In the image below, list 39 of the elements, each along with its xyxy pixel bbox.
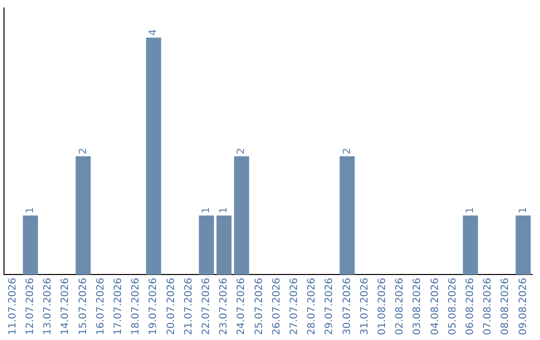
x-tick-label: 16.07.2026 bbox=[95, 278, 106, 336]
x-tick-label: 05.08.2026 bbox=[447, 278, 458, 336]
x-tick-label: 04.08.2026 bbox=[430, 278, 441, 336]
x-tick-label: 01.08.2026 bbox=[376, 278, 388, 336]
x-tick-label: 13.07.2026 bbox=[42, 278, 54, 336]
data-label: 1 bbox=[200, 207, 212, 214]
x-tick-label: 11.07.2026 bbox=[7, 278, 18, 336]
x-tick-label: 22.07.2026 bbox=[200, 278, 212, 336]
data-label: 2 bbox=[78, 148, 89, 154]
x-tick-label: 20.07.2026 bbox=[166, 278, 177, 336]
x-tick-label: 30.07.2026 bbox=[342, 278, 353, 336]
x-tick-label: 31.07.2026 bbox=[359, 278, 370, 336]
x-tick-label: 18.07.2026 bbox=[130, 278, 142, 336]
x-tick-label: 24.07.2026 bbox=[236, 278, 248, 336]
x-tick-label: 29.07.2026 bbox=[324, 278, 336, 336]
data-label: 1 bbox=[464, 207, 476, 214]
data-label: 1 bbox=[24, 207, 36, 214]
data-label: 2 bbox=[342, 148, 353, 154]
x-tick-label: 09.08.2026 bbox=[518, 278, 529, 336]
x-tick-label: 23.07.2026 bbox=[218, 278, 230, 336]
data-label: 4 bbox=[148, 29, 160, 36]
x-tick-label: 21.07.2026 bbox=[183, 278, 194, 336]
x-tick-label: 26.07.2026 bbox=[271, 278, 282, 336]
x-tick-label: 12.07.2026 bbox=[24, 278, 36, 336]
x-tick-label: 06.08.2026 bbox=[464, 278, 476, 336]
data-label: 1 bbox=[218, 207, 230, 214]
x-tick-label: 27.07.2026 bbox=[288, 278, 300, 336]
x-tick-label: 07.08.2026 bbox=[482, 278, 494, 336]
x-tick-label: 19.07.2026 bbox=[148, 278, 160, 336]
x-tick-label: 02.08.2026 bbox=[394, 278, 406, 336]
x-tick-label: 28.07.2026 bbox=[306, 278, 318, 336]
x-tick-label: 25.07.2026 bbox=[254, 278, 265, 336]
x-tick-label: 15.07.2026 bbox=[78, 278, 89, 336]
data-label: 1 bbox=[518, 207, 529, 214]
data-label: 2 bbox=[236, 148, 248, 154]
x-tick-label: 14.07.2026 bbox=[60, 278, 72, 336]
x-tick-label: 17.07.2026 bbox=[112, 278, 124, 336]
x-tick-label: 03.08.2026 bbox=[412, 278, 424, 336]
x-tick-label: 08.08.2026 bbox=[500, 278, 512, 336]
